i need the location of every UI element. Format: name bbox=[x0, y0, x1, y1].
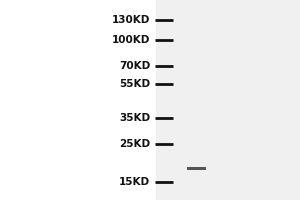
Text: 130KD: 130KD bbox=[112, 15, 150, 25]
Text: 100KD: 100KD bbox=[112, 35, 150, 45]
Text: 25KD: 25KD bbox=[119, 139, 150, 149]
Text: 70KD: 70KD bbox=[119, 61, 150, 71]
Bar bbox=[156, 0, 300, 200]
Text: 35KD: 35KD bbox=[119, 113, 150, 123]
Text: 15KD: 15KD bbox=[119, 177, 150, 187]
Text: 55KD: 55KD bbox=[119, 79, 150, 89]
Bar bbox=[187, 167, 206, 170]
